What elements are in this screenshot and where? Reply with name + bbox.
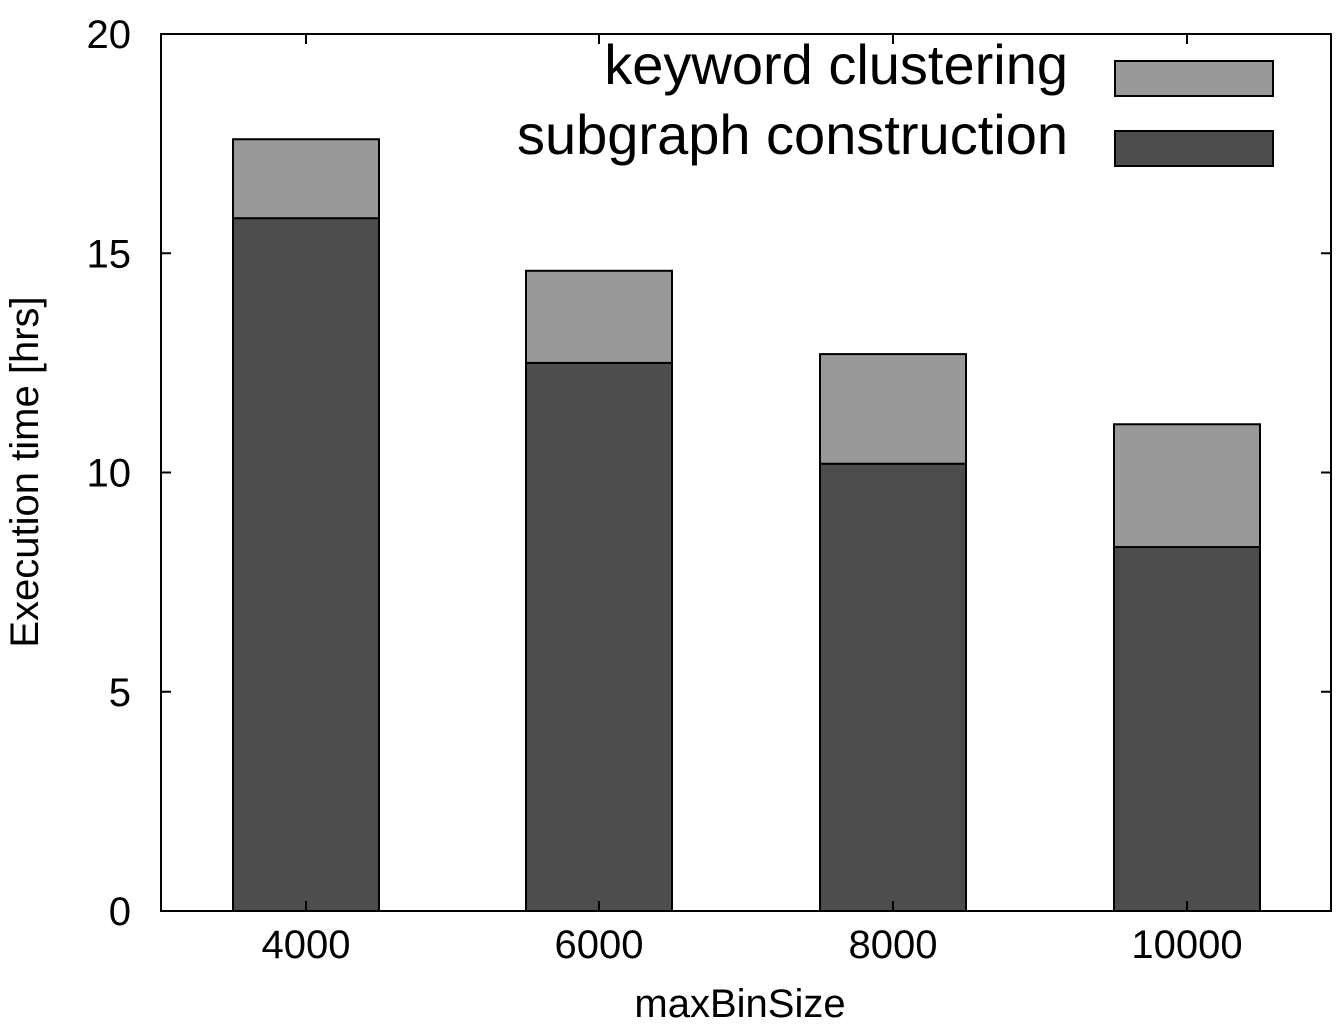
y-tick-label: 0 [109, 890, 131, 934]
y-axis-ticks: 0 5 10 15 20 [87, 13, 1331, 934]
legend-label: keyword clustering [604, 33, 1068, 96]
y-tick-label: 20 [87, 13, 132, 57]
legend-swatch [1114, 60, 1274, 97]
y-axis-label: Execution time [hrs] [3, 296, 47, 647]
bar-subgraph-construction-4000 [232, 217, 380, 913]
y-tick-label: 5 [109, 671, 131, 715]
x-tick-label: 4000 [262, 923, 351, 967]
bar-subgraph-construction-10000 [1113, 546, 1261, 912]
legend: keyword clustering subgraph construction [517, 33, 1274, 167]
legend-swatch [1114, 130, 1274, 167]
bar-keyword-clustering-6000 [525, 269, 673, 364]
y-tick-label: 10 [87, 452, 132, 496]
bar-keyword-clustering-10000 [1113, 423, 1261, 549]
bar-subgraph-construction-6000 [525, 361, 673, 912]
x-axis-ticks: 4000 6000 8000 10000 [262, 34, 1243, 967]
x-tick-label: 6000 [555, 923, 644, 967]
bar-keyword-clustering-8000 [819, 353, 967, 465]
x-tick-label: 10000 [1131, 923, 1242, 967]
y-tick-label: 15 [87, 232, 132, 276]
bar-subgraph-construction-8000 [819, 462, 967, 912]
x-axis-label: maxBinSize [634, 982, 845, 1024]
bar-keyword-clustering-4000 [232, 138, 380, 220]
x-tick-label: 8000 [849, 923, 938, 967]
bars-group [232, 138, 1261, 913]
legend-label: subgraph construction [517, 103, 1068, 166]
